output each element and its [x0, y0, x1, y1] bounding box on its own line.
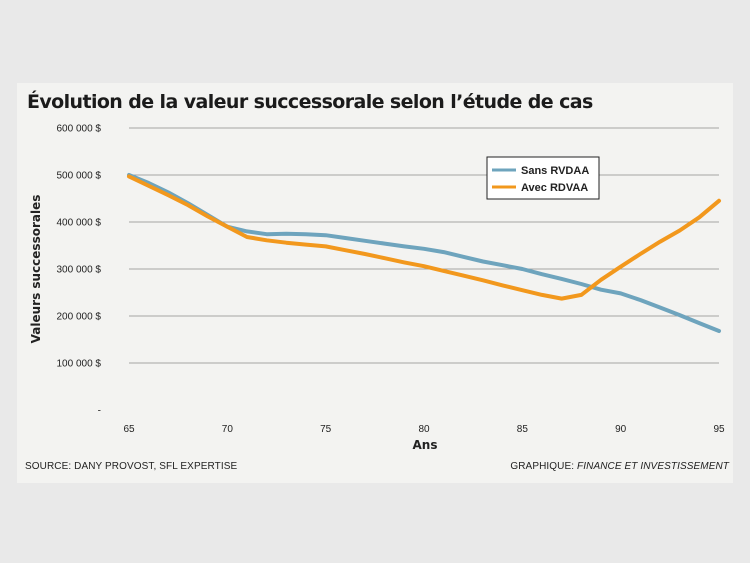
- y-axis-title: Valeurs successorales: [29, 195, 43, 344]
- x-tick-label: 65: [123, 424, 135, 435]
- line-chart: - 100 000 $ 200 000 $ 300 000 $ 400 000 $ 500…: [29, 124, 725, 453]
- y-tick-label: -: [98, 406, 101, 417]
- x-tick-label: 80: [418, 424, 430, 435]
- y-tick-label: 600 000 $: [57, 124, 102, 135]
- legend: Sans RVDAA Avec RDVAA: [486, 156, 600, 200]
- credit-prefix: GRAPHIQUE:: [510, 461, 575, 472]
- series-line-sans-rvdaa: [127, 173, 721, 333]
- gridlines: [129, 127, 719, 364]
- y-tick-label: 400 000 $: [57, 218, 102, 229]
- legend-box: [486, 156, 600, 200]
- y-tick-label: 500 000 $: [57, 171, 102, 182]
- x-tick-label: 90: [615, 424, 627, 435]
- y-tick-label: 100 000 $: [57, 359, 102, 370]
- x-tick-labels: 65 70 75 80 85 90 95: [123, 424, 725, 435]
- x-tick-label: 85: [517, 424, 529, 435]
- chart-card: - 100 000 $ 200 000 $ 300 000 $ 400 000 $ 500…: [17, 83, 733, 483]
- legend-label-avec: Avec RDVAA: [521, 182, 588, 194]
- source-note: SOURCE: DANY PROVOST, SFL EXPERTISE: [25, 461, 238, 472]
- y-tick-label: 200 000 $: [57, 312, 102, 323]
- graphic-credit: GRAPHIQUE: FINANCE ET INVESTISSEMENT: [510, 461, 729, 472]
- x-axis-title: Ans: [413, 438, 438, 452]
- x-tick-label: 70: [222, 424, 234, 435]
- series-lines: [127, 173, 721, 333]
- x-tick-label: 75: [320, 424, 332, 435]
- y-tick-label: 300 000 $: [57, 265, 102, 276]
- chart-title: Évolution de la valeur successorale selo…: [27, 91, 593, 113]
- series-line-avec-rdvaa: [127, 174, 721, 301]
- legend-label-sans: Sans RVDAA: [521, 165, 589, 177]
- y-tick-labels: - 100 000 $ 200 000 $ 300 000 $ 400 000 $ 500…: [57, 124, 102, 417]
- credit-publication: FINANCE ET INVESTISSEMENT: [577, 461, 729, 472]
- x-tick-label: 95: [713, 424, 725, 435]
